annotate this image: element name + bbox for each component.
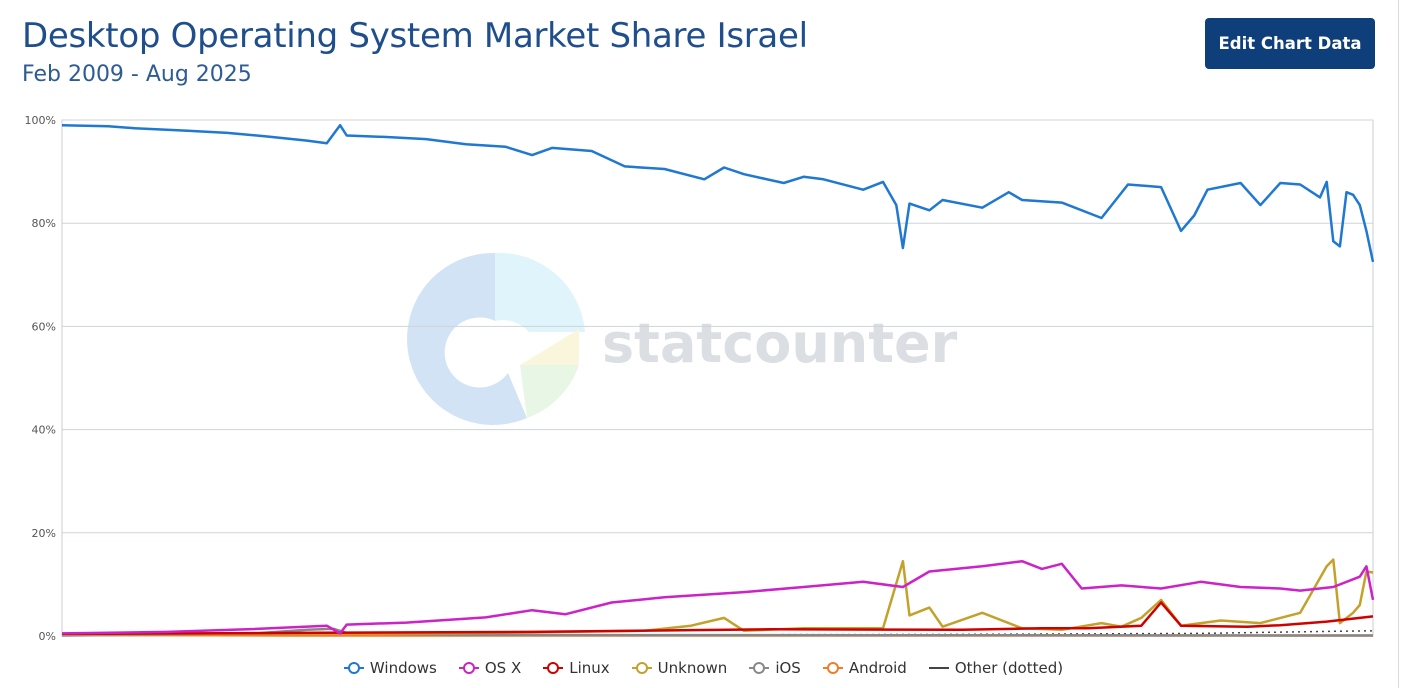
legend-circle-icon [543,662,564,674]
y-tick-label: 0% [39,630,56,643]
legend-item-os-x[interactable]: OS X [458,659,522,677]
legend-line-icon [928,667,949,669]
watermark-logo-icon [520,329,579,365]
chart-grid [61,119,1374,637]
legend-circle-icon [822,662,843,674]
legend-label: Linux [569,659,610,677]
legend-item-android[interactable]: Android [822,659,907,677]
legend-label: iOS [775,659,801,677]
series-line-linux[interactable] [61,601,1374,636]
legend-label: Unknown [657,659,728,677]
legend-label: OS X [484,659,522,677]
chart-legend: Windows OS X Linux Unknown iOS Android Other (… [0,655,1407,681]
legend-item-windows[interactable]: Windows [343,659,437,677]
series-line-os-x[interactable] [61,559,1375,635]
legend-circle-icon [458,662,479,674]
y-tick-label: 40% [32,424,56,437]
legend-item-unknown[interactable]: Unknown [631,659,728,677]
y-tick-label: 60% [32,320,56,333]
watermark-logo-icon [520,365,579,418]
series-line-unknown[interactable] [61,558,1374,636]
watermark-logo-icon [407,252,527,425]
legend-item-ios[interactable]: iOS [749,659,801,677]
legend-label: Android [848,659,907,677]
statcounter-watermark: statcounter [407,252,958,425]
y-axis: 0% 20% 40% 60% 80% 100% [25,114,56,643]
legend-circle-icon [631,662,652,674]
chart-title: Desktop Operating System Market Share Is… [22,16,808,56]
chart-series [61,123,1375,637]
edit-chart-data-button[interactable]: Edit Chart Data [1205,18,1375,69]
legend-label: Other (dotted) [954,659,1064,677]
series-line-windows[interactable] [61,123,1375,263]
legend-item-other-dotted[interactable]: Other (dotted) [928,659,1064,677]
chart-canvas: statcounter 0% 20% 40% 60% 80% 100% [25,114,1375,643]
page-right-divider [1398,0,1399,688]
y-tick-label: 80% [32,217,56,230]
watermark-logo-icon [495,252,585,332]
legend-label: Windows [369,659,437,677]
plot-area [61,119,1374,637]
watermark-text: statcounter [602,312,958,375]
y-tick-label: 20% [32,527,56,540]
chart-subtitle: Feb 2009 - Aug 2025 [22,62,252,87]
legend-item-linux[interactable]: Linux [543,659,610,677]
legend-circle-icon [343,662,364,674]
legend-circle-icon [749,662,770,674]
y-tick-label: 100% [25,114,56,127]
